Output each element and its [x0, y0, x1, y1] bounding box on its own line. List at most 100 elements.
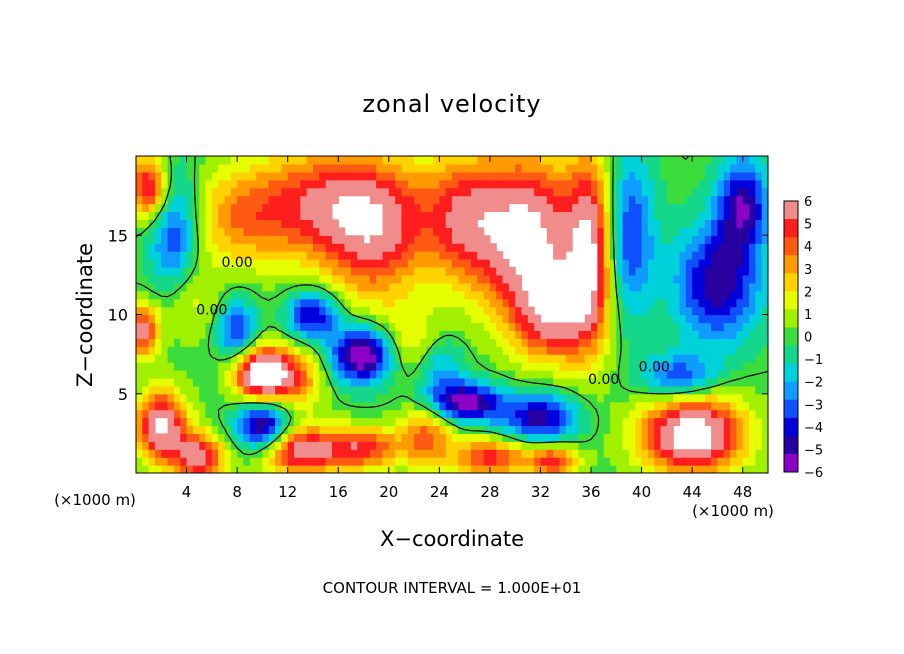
field-cell — [584, 369, 592, 379]
field-cell — [515, 377, 523, 387]
field-cell — [180, 465, 188, 473]
field-cell — [325, 449, 333, 458]
field-cell — [458, 171, 466, 181]
field-cell — [186, 211, 194, 221]
field-cell — [641, 156, 649, 165]
field-cell — [287, 362, 295, 371]
field-cell — [167, 187, 175, 197]
field-cell — [224, 401, 232, 411]
field-cell — [521, 195, 529, 205]
field-cell — [357, 338, 365, 347]
field-cell — [154, 465, 162, 473]
field-cell — [199, 306, 207, 316]
field-cell — [439, 282, 447, 292]
field-cell — [496, 457, 504, 466]
field-cell — [489, 385, 497, 395]
colorbar-swatch — [784, 237, 798, 256]
field-cell — [249, 251, 257, 260]
field-cell — [502, 187, 510, 197]
field-cell — [666, 243, 674, 252]
field-cell — [622, 251, 630, 260]
field-cell — [578, 441, 586, 450]
field-cell — [376, 409, 384, 419]
field-cell — [730, 282, 737, 292]
field-cell — [218, 433, 226, 442]
field-cell — [660, 385, 668, 395]
field-cell — [546, 369, 554, 379]
field-cell — [559, 338, 567, 347]
field-cell — [565, 179, 573, 189]
field-cell — [300, 369, 308, 379]
field-cell — [319, 377, 327, 387]
field-cell — [660, 274, 668, 284]
field-cell — [736, 298, 744, 308]
field-cell — [243, 156, 251, 165]
field-cell — [597, 338, 605, 347]
field-cell — [692, 171, 700, 181]
field-cell — [237, 362, 245, 371]
field-cell — [477, 259, 485, 268]
field-cell — [350, 385, 358, 395]
field-cell — [717, 354, 725, 363]
field-cell — [603, 322, 611, 331]
field-cell — [224, 195, 232, 205]
field-cell — [211, 441, 219, 450]
field-cell — [692, 298, 700, 308]
field-cell — [294, 314, 301, 324]
field-cell — [464, 274, 472, 284]
field-cell — [489, 282, 497, 292]
field-cell — [142, 362, 150, 371]
field-cell — [205, 369, 213, 379]
field-cell — [161, 362, 169, 371]
field-cell — [452, 465, 459, 473]
field-cell — [692, 251, 700, 260]
field-cell — [180, 314, 188, 324]
field-cell — [641, 425, 649, 434]
field-cell — [692, 465, 700, 473]
field-cell — [452, 290, 459, 300]
field-cell — [641, 346, 649, 355]
field-cell — [237, 266, 245, 276]
field-cell — [350, 235, 358, 244]
field-cell — [515, 338, 523, 347]
field-cell — [186, 235, 194, 244]
field-cell — [192, 393, 200, 403]
colorbar-tick-label: 5 — [804, 218, 812, 233]
field-cell — [527, 425, 535, 434]
field-cell — [300, 377, 308, 387]
field-cell — [350, 346, 358, 355]
contour-fill-field — [136, 156, 768, 473]
field-cell — [161, 203, 169, 213]
field-cell — [546, 322, 554, 331]
field-cell — [319, 417, 327, 427]
field-cell — [723, 290, 731, 300]
field-cell — [154, 219, 162, 228]
field-cell — [483, 298, 491, 308]
field-cell — [237, 417, 245, 427]
field-cell — [622, 338, 630, 347]
field-cell — [502, 322, 510, 331]
field-cell — [679, 243, 687, 252]
field-cell — [180, 282, 188, 292]
field-cell — [275, 433, 282, 442]
field-cell — [521, 187, 529, 197]
field-cell — [319, 401, 327, 411]
field-cell — [268, 306, 276, 316]
field-cell — [673, 330, 681, 339]
field-cell — [154, 203, 162, 213]
field-cell — [306, 306, 314, 316]
field-cell — [205, 195, 213, 205]
field-cell — [294, 441, 301, 450]
field-cell — [515, 417, 523, 427]
field-cell — [521, 465, 529, 473]
field-cell — [433, 338, 440, 347]
field-cell — [704, 377, 712, 387]
field-cell — [647, 377, 655, 387]
field-cell — [749, 243, 756, 252]
field-cell — [199, 369, 207, 379]
field-cell — [338, 338, 346, 347]
field-cell — [338, 282, 346, 292]
field-cell — [281, 330, 289, 339]
field-cell — [546, 385, 554, 395]
field-cell — [312, 457, 320, 466]
